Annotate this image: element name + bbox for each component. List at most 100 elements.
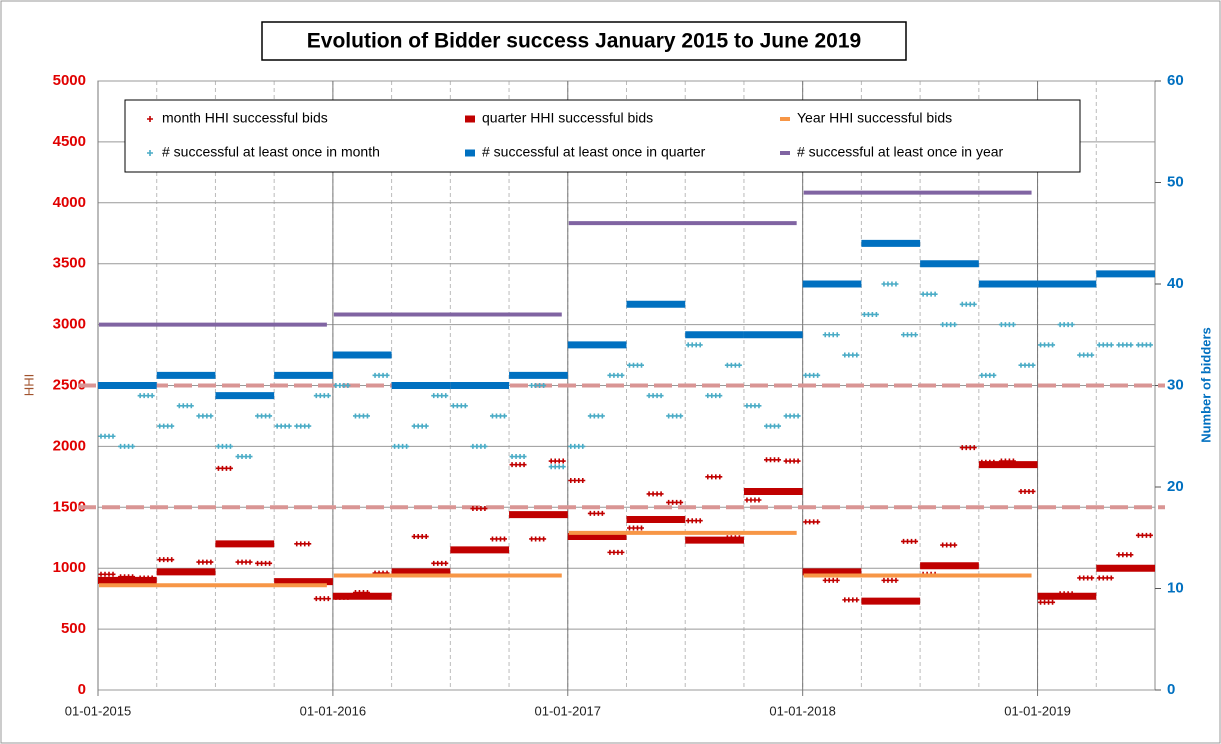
plus-segment [1116,552,1134,558]
plus-segment [1077,352,1095,358]
plus-segment [959,445,977,451]
plus-segment [1135,532,1153,538]
title-box [261,21,907,61]
y-tick-label: 1000 [53,559,86,576]
plus-segment [411,534,429,540]
plus-segment [489,536,507,542]
plus-segment [861,311,879,317]
plus-segment [724,362,742,368]
plus-segment [666,499,684,505]
x-tick-label: 01-01-2018 [769,703,836,718]
plus-segment [313,596,331,602]
plus-segment [627,362,644,368]
plus-segment [764,423,782,429]
plus-segment [176,403,194,409]
plus-segment [901,538,919,544]
plus-segment [489,413,507,419]
legend-label: quarter HHI successful bids [482,110,653,126]
plus-segment [470,506,488,512]
y-tick-label: 5000 [53,72,86,89]
y2-tick-label: 30 [1167,376,1184,393]
plus-segment [587,510,605,516]
y-tick-label: 500 [61,620,86,637]
y2-axis-label: Number of bidders [1198,327,1213,443]
y2-tick-label: 40 [1167,275,1184,292]
plus-segment [294,541,312,547]
plus-segment [1096,575,1114,581]
plus-segment [431,393,449,399]
plus-segment [822,577,840,583]
plus-segment [979,372,997,378]
plus-segment [568,443,586,449]
plus-segment [666,413,684,419]
plus-segment [1077,575,1095,581]
plus-segment [255,560,273,566]
plus-segment [842,597,860,603]
plus-segment [372,372,390,378]
plus-segment [509,454,527,460]
y-tick-label: 1500 [53,498,86,515]
plus-segment [294,423,312,429]
plus-segment [1096,342,1114,348]
y2-tick-label: 10 [1167,579,1184,596]
plus-segment [157,423,175,429]
plus-segment [940,542,958,548]
plus-segment [744,403,762,409]
plus-segment [568,478,586,484]
x-tick-label: 01-01-2015 [65,703,132,718]
y-tick-label: 3500 [53,255,86,272]
plus-segment [411,423,429,429]
plus-segment [607,549,625,555]
plus-segment [529,536,547,542]
plus-segment [118,574,136,580]
plus-segment [1018,362,1036,368]
legend-marker [147,116,153,122]
plus-segment [98,433,116,439]
plus-segment [783,458,801,464]
plus-segment [372,570,390,576]
plus-segment [118,443,136,449]
plus-segment [1038,599,1056,605]
plus-segment [548,464,566,470]
plus-segment [607,372,625,378]
plus-segment [196,559,214,565]
legend-label: Year HHI successful bids [797,110,952,126]
plus-segment [822,332,840,338]
y2-tick-label: 20 [1167,478,1184,495]
y-tick-label: 4000 [53,194,86,211]
plus-segment [627,525,644,531]
plus-segment [352,590,370,596]
plus-segment [392,443,410,449]
plus-segment [803,372,821,378]
plus-segment [157,557,175,563]
plus-segment [1116,342,1134,348]
legend-label: # successful at least once in month [162,144,380,160]
plus-segment [998,322,1016,328]
legend-label: # successful at least once in quarter [482,144,706,160]
plus-segment [313,393,331,399]
plus-segment [920,291,938,297]
plus-segment [685,518,703,524]
plus-segment [959,301,977,307]
y-tick-label: 3000 [53,316,86,333]
plus-segment [215,443,233,449]
plus-segment [705,393,723,399]
y-tick-label: 2000 [53,437,86,454]
plus-segment [881,281,899,287]
plus-segment [529,383,547,388]
legend-marker [147,150,153,156]
plus-segment [509,462,527,468]
plus-segment [998,458,1016,464]
x-tick-label: 01-01-2017 [535,703,602,718]
plus-segment [235,454,253,460]
plus-segment [940,322,958,328]
legend-label: month HHI successful bids [162,110,328,126]
legend-box [124,99,1081,173]
plus-segment [685,342,703,348]
plus-segment [196,413,214,419]
plus-segment [803,519,821,525]
plus-segment [646,393,664,399]
legend-label: # successful at least once in year [797,144,1004,160]
plus-segment [450,403,468,409]
